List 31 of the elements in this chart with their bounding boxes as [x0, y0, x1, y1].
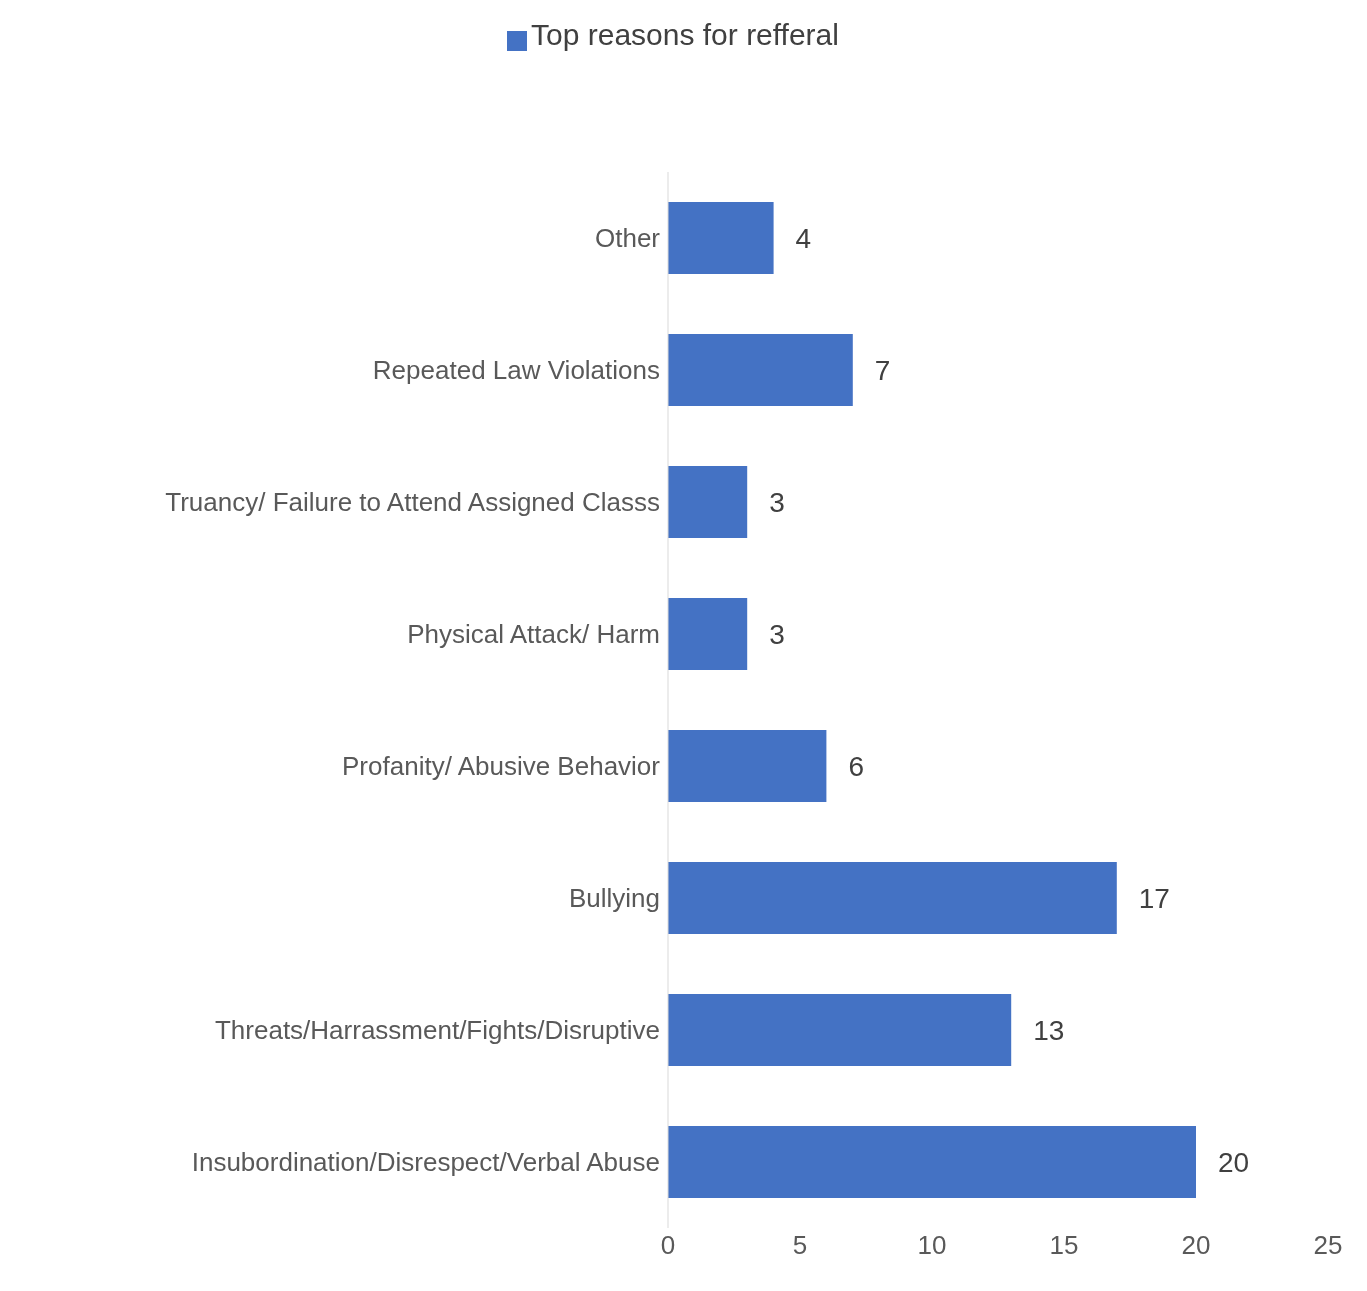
data-label: 3 — [769, 486, 785, 518]
y-tick-label: Threats/Harrassment/Fights/Disruptive — [214, 1015, 660, 1046]
y-tick-label: Bullying — [568, 883, 660, 914]
bar — [668, 202, 774, 274]
data-label: 20 — [1218, 1146, 1250, 1178]
data-label: 3 — [769, 618, 785, 650]
x-tick-label: 5 — [792, 1230, 808, 1261]
y-tick-label: Insubordination/Disrespect/Verbal Abuse — [191, 1147, 660, 1178]
x-tick-label: 25 — [1313, 1230, 1343, 1261]
bar — [668, 862, 1117, 934]
data-label: 4 — [795, 222, 812, 254]
data-label: 6 — [848, 750, 864, 782]
data-label: 13 — [1033, 1014, 1065, 1046]
x-tick-label: 15 — [1049, 1230, 1079, 1261]
x-tick-label: 10 — [917, 1230, 947, 1261]
bar — [668, 598, 748, 670]
bar — [668, 994, 1012, 1066]
y-tick-label: Profanity/ Abusive Behavior — [342, 751, 661, 782]
y-tick-label: Physical Attack/ Harm — [407, 619, 660, 650]
bar — [668, 466, 748, 538]
bar — [668, 334, 853, 406]
x-tick-label: 20 — [1181, 1230, 1211, 1261]
legend-label: Top reasons for refferal — [531, 18, 839, 51]
data-label: 17 — [1138, 882, 1170, 914]
y-tick-label: Repeated Law Violations — [372, 355, 660, 386]
y-tick-label: Other — [594, 223, 661, 254]
y-tick-label: Truancy/ Failure to Attend Assigned Classs — [165, 487, 660, 518]
x-tick-label: 0 — [660, 1230, 676, 1261]
data-label: 7 — [874, 354, 891, 386]
bar — [668, 1126, 1196, 1198]
bar — [668, 730, 827, 802]
